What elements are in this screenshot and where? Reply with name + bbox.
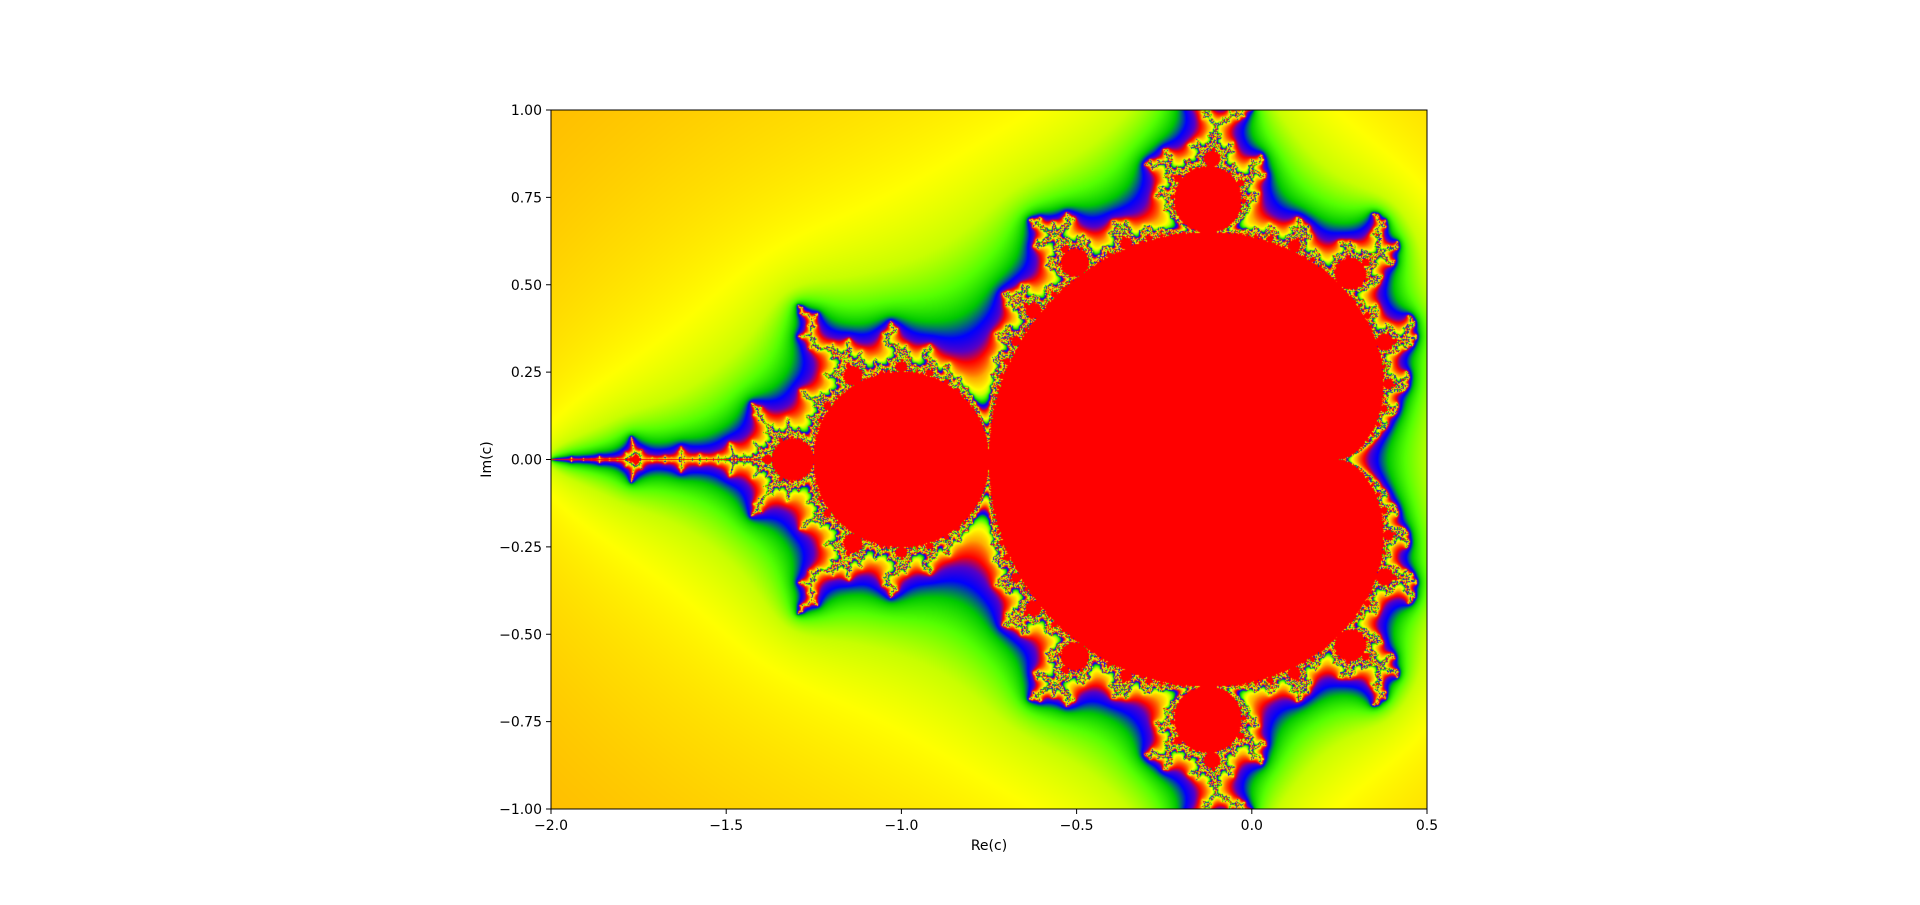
y-tick-label: 1.00 xyxy=(511,103,542,119)
x-tick-label: −2.0 xyxy=(534,818,568,834)
y-tick-label: −0.25 xyxy=(499,540,542,556)
x-axis-ticks: −2.0 −1.5 −1.0 −0.5 0.0 0.5 xyxy=(534,809,1438,834)
x-tick-label: −0.5 xyxy=(1060,818,1094,834)
y-tick-label: 0.75 xyxy=(511,190,542,206)
y-axis-label: Im(c) xyxy=(479,441,495,477)
y-tick-label: −0.50 xyxy=(499,627,542,643)
y-tick-label: 0.25 xyxy=(511,365,542,381)
mandelbrot-image xyxy=(551,110,1427,809)
y-tick-label: −0.75 xyxy=(499,715,542,731)
y-axis-ticks: −1.00 −0.75 −0.50 −0.25 0.00 0.25 0.50 0.75 1.00 xyxy=(499,103,551,818)
x-tick-label: −1.5 xyxy=(709,818,743,834)
x-tick-label: −1.0 xyxy=(884,818,918,834)
y-tick-label: 0.50 xyxy=(511,278,542,294)
x-tick-label: 0.0 xyxy=(1241,818,1263,834)
x-axis-label: Re(c) xyxy=(971,838,1007,854)
y-tick-label: −1.00 xyxy=(499,802,542,818)
x-tick-label: 0.5 xyxy=(1416,818,1438,834)
y-tick-label: 0.00 xyxy=(511,453,542,469)
